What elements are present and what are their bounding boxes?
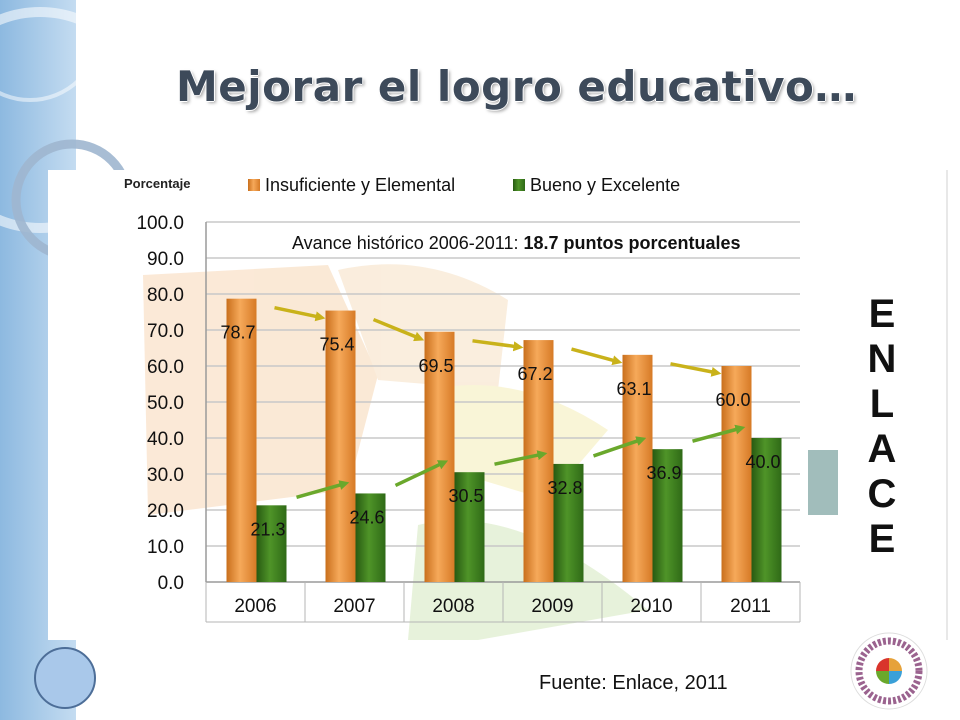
bar-bueno-excelente xyxy=(652,449,683,582)
legend-swatch xyxy=(248,179,260,191)
x-tick-label: 2011 xyxy=(730,596,771,617)
trend-arrow-bueno xyxy=(592,436,647,458)
enlace-letter: A xyxy=(867,427,897,471)
slide-title: Mejorar el logro educativo… xyxy=(176,62,857,111)
bar-insuficiente-elemental xyxy=(226,298,257,582)
data-label-insuficiente: 78.7 xyxy=(221,323,256,343)
enlace-letter: C xyxy=(867,472,897,516)
trend-arrow-bueno xyxy=(296,480,350,500)
trend-arrow-bueno xyxy=(394,460,449,488)
source-note: Fuente: Enlace, 2011 xyxy=(539,672,728,694)
y-tick-label: 20.0 xyxy=(147,501,184,522)
trend-arrow-insuficiente xyxy=(274,305,326,322)
data-label-insuficiente: 63.1 xyxy=(617,379,652,399)
legend-label: Bueno y Excelente xyxy=(530,175,680,195)
data-label-insuficiente: 75.4 xyxy=(320,335,355,355)
enlace-vertical-word: E N L A C E xyxy=(862,292,902,562)
bar-insuficiente-elemental xyxy=(622,354,653,582)
x-tick-label: 2007 xyxy=(333,596,375,617)
trend-arrow-insuficiente xyxy=(571,347,623,366)
annotation-highlight: 18.7 puntos porcentuales xyxy=(524,233,741,253)
data-label-bueno: 40.0 xyxy=(746,452,781,472)
data-label-bueno: 21.3 xyxy=(251,519,286,539)
enlace-letter: N xyxy=(867,337,897,381)
x-tick-label: 2010 xyxy=(630,596,672,617)
bar-bueno-excelente xyxy=(553,463,584,582)
y-tick-label: 40.0 xyxy=(147,429,184,450)
x-tick-label: 2008 xyxy=(432,596,474,617)
bar-bueno-excelente xyxy=(256,505,287,582)
data-label-bueno: 32.8 xyxy=(548,478,583,498)
data-label-bueno: 36.9 xyxy=(647,463,682,483)
annotation-text: Avance histórico 2006-2011: xyxy=(292,233,524,253)
enlace-letter: E xyxy=(868,517,896,561)
y-tick-label: 80.0 xyxy=(147,285,184,306)
y-axis-title: Porcentaje xyxy=(124,176,190,191)
decor-ring xyxy=(0,7,153,233)
data-label-bueno: 24.6 xyxy=(350,507,385,527)
trend-arrow-insuficiente xyxy=(670,362,722,377)
legend-swatch xyxy=(513,179,525,191)
reform-seal-logo xyxy=(850,632,928,710)
bar-bueno-excelente xyxy=(454,472,485,582)
chart-panel-background xyxy=(48,170,948,640)
data-label-insuficiente: 60.0 xyxy=(716,390,751,410)
y-tick-label: 10.0 xyxy=(147,537,184,558)
bar-bueno-excelente xyxy=(751,438,782,582)
data-label-insuficiente: 67.2 xyxy=(518,364,553,384)
y-tick-label: 30.0 xyxy=(147,465,184,486)
decor-ring xyxy=(0,0,102,102)
bar-insuficiente-elemental xyxy=(523,340,554,582)
trend-arrow-bueno xyxy=(494,450,548,466)
y-tick-label: 70.0 xyxy=(147,321,184,342)
y-tick-label: 60.0 xyxy=(147,357,184,378)
legend-label: Insuficiente y Elemental xyxy=(265,175,455,195)
y-tick-label: 90.0 xyxy=(147,249,184,270)
y-tick-label: 100.0 xyxy=(136,213,184,234)
enlace-letter: L xyxy=(869,382,895,426)
y-tick-label: 0.0 xyxy=(158,573,184,594)
bar-insuficiente-elemental xyxy=(424,331,455,582)
chart-annotation: Avance histórico 2006-2011: 18.7 puntos … xyxy=(292,233,741,253)
enlace-letter: E xyxy=(868,292,896,336)
trend-arrow-insuficiente xyxy=(372,317,425,342)
trend-arrow-insuficiente xyxy=(472,339,524,352)
bar-insuficiente-elemental xyxy=(721,366,752,582)
trend-arrow-bueno xyxy=(692,424,746,443)
bar-insuficiente-elemental xyxy=(325,310,356,582)
y-tick-label: 50.0 xyxy=(147,393,184,414)
data-label-insuficiente: 69.5 xyxy=(419,356,454,376)
bar-chart: 0.0 10.0 20.0 30.0 40.0 50.0 60.0 70.0 80.0 90.0 1… xyxy=(48,170,948,640)
x-tick-label: 2009 xyxy=(531,596,573,617)
bar-bueno-excelente xyxy=(355,493,386,582)
data-label-bueno: 30.5 xyxy=(449,486,484,506)
decor-circle xyxy=(34,647,96,709)
x-tick-label: 2006 xyxy=(234,596,276,617)
